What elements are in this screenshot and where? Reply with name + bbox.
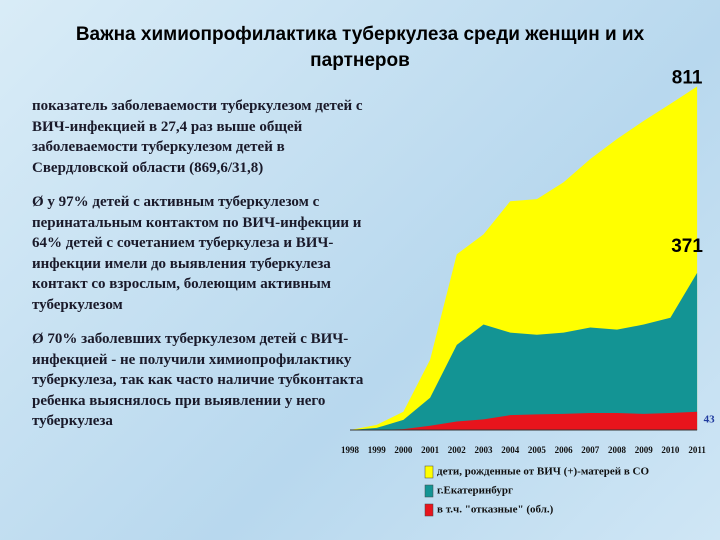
x-tick-label: 2000 — [394, 445, 413, 455]
value-label: 43 — [704, 413, 716, 425]
x-tick-label: 2010 — [661, 445, 680, 455]
x-tick-label: 2004 — [501, 445, 520, 455]
legend-swatch — [424, 465, 434, 479]
value-label: 371 — [671, 236, 703, 257]
legend-swatch — [424, 484, 434, 498]
x-tick-label: 1999 — [368, 445, 387, 455]
paragraph: Ø 70% заболевших туберкулезом детей с ВИ… — [32, 331, 364, 429]
x-tick-label: 2009 — [635, 445, 654, 455]
paragraph: Ø у 97% детей с активным туберкулезом с … — [32, 194, 362, 313]
x-tick-label: 2011 — [688, 445, 706, 455]
area — [350, 411, 698, 430]
area — [350, 272, 698, 430]
text-block: показатель заболеваемости туберкулезом д… — [32, 96, 372, 446]
legend-swatch — [424, 503, 434, 517]
x-tick-label: 2002 — [448, 445, 467, 455]
slide-title: Важна химиопрофилактика туберкулеза сред… — [75, 24, 645, 71]
x-tick-label: 2003 — [475, 445, 494, 455]
x-tick-label: 2006 — [555, 445, 574, 455]
x-tick-label: 2007 — [581, 445, 600, 455]
x-tick-label: 2001 — [421, 445, 440, 455]
x-tick-label: 1998 — [341, 445, 360, 455]
paragraph: показатель заболеваемости туберкулезом д… — [32, 98, 363, 176]
legend-label: в т.ч. "отказные" (обл.) — [437, 504, 554, 516]
legend-label: дети, рожденные от ВИЧ (+)-матерей в СО — [437, 466, 649, 478]
legend-label: г.Екатеринбург — [437, 485, 513, 497]
value-label: 811 — [672, 68, 703, 89]
x-tick-label: 2008 — [608, 445, 627, 455]
x-tick-label: 2005 — [528, 445, 547, 455]
